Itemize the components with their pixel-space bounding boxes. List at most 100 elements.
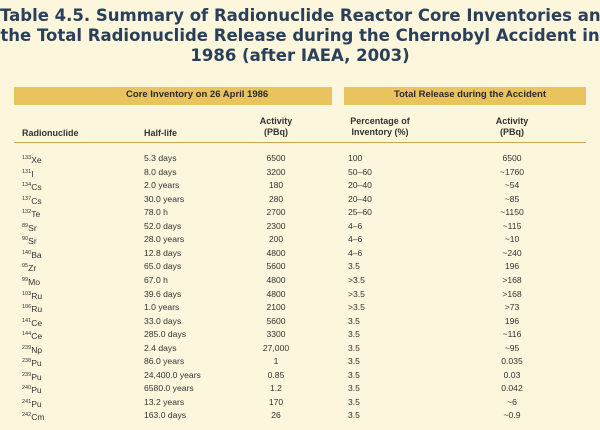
release-cell: ~6 <box>507 396 517 407</box>
release-cell: ~85 <box>504 193 520 204</box>
half-life-cell: 163.0 days <box>144 410 187 421</box>
mass-number: 132 <box>22 209 32 216</box>
col-pct-line1: Percentage of <box>350 116 410 126</box>
element-symbol: Cm <box>31 412 45 423</box>
element-symbol: Sr <box>28 236 37 247</box>
half-life-cell: 285.0 days <box>144 329 187 340</box>
half-life-cell: 13.2 years <box>144 396 185 407</box>
activity-cell: 170 <box>268 396 284 407</box>
percentage-cell: 3.5 <box>348 396 360 407</box>
percentage-cell: 3.5 <box>348 342 360 353</box>
half-life-cell: 2.4 days <box>144 342 177 353</box>
percentage-cell: 100 <box>348 153 363 163</box>
element-symbol: Pu <box>31 385 42 396</box>
element-symbol: Ba <box>31 249 42 260</box>
element-symbol: Pu <box>31 358 42 369</box>
release-cell: 196 <box>504 315 520 326</box>
half-life-cell: 33.0 days <box>144 315 182 326</box>
col-rel-line1: Activity <box>495 116 529 126</box>
col-half-life: Half-life <box>144 128 178 138</box>
radionuclide-cell: 240Pu <box>22 381 82 397</box>
mass-number: 140 <box>22 249 32 256</box>
radionuclide-cell: 140Ba <box>22 246 82 262</box>
percentage-cell: 3.5 <box>348 315 360 326</box>
release-cell: 0.03 <box>503 369 521 380</box>
element-symbol: Ce <box>31 317 43 328</box>
radionuclide-cell: 89Sr <box>22 219 82 235</box>
table-row: 134Cs 2.0 years 180 20–40 ~54 <box>0 178 600 192</box>
activity-cell: 0.85 <box>267 369 285 380</box>
title-line-2: the Total Radionuclide Release during th… <box>0 26 600 45</box>
table-row: 95Zr 65.0 days 5600 3.5 196 <box>0 259 600 273</box>
table-row: 90Sr 28.0 years 200 4–6 ~10 <box>0 232 600 246</box>
release-cell: 0.035 <box>501 356 523 367</box>
release-cell: >168 <box>502 288 522 299</box>
release-cell: 6500 <box>502 153 522 163</box>
group-separator <box>332 87 344 105</box>
activity-cell: 1 <box>273 356 279 367</box>
percentage-cell: 20–40 <box>348 193 372 204</box>
radionuclide-cell: 134Cs <box>22 178 82 194</box>
table-row: 137Cs 30.0 years 280 20–40 ~85 <box>0 192 600 206</box>
col-radionuclide: Radionuclide <box>22 128 79 138</box>
percentage-cell: 3.5 <box>348 369 360 380</box>
table-row: 99Mo 67.0 h 4800 >3.5 >168 <box>0 273 600 287</box>
half-life-cell: 6580.0 years <box>144 383 194 394</box>
table-row: 106Ru 1.0 years 2100 >3.5 >73 <box>0 300 600 314</box>
radionuclide-cell: 239Np <box>22 341 82 357</box>
percentage-cell: >3.5 <box>348 274 365 285</box>
element-symbol: I <box>31 168 34 179</box>
half-life-cell: 78.0 h <box>144 207 168 218</box>
radionuclide-cell: 133Xe <box>22 151 82 167</box>
title-line-1: Table 4.5. Summary of Radionuclide React… <box>0 6 600 25</box>
mass-number: 238 <box>22 358 32 365</box>
table-title: Table 4.5. Summary of Radionuclide React… <box>0 6 600 66</box>
activity-cell: 2700 <box>266 207 286 218</box>
element-symbol: Ru <box>31 290 43 301</box>
header-divider <box>14 142 586 143</box>
activity-cell: 200 <box>268 234 284 245</box>
percentage-cell: 3.5 <box>348 261 360 272</box>
radionuclide-cell: 238Pu <box>22 354 82 370</box>
mass-number: 133 <box>22 155 32 161</box>
element-symbol: Mo <box>28 276 41 287</box>
radionuclide-cell: 132Te <box>22 205 82 221</box>
table-row: 103Ru 39.6 days 4800 >3.5 >168 <box>0 287 600 301</box>
percentage-cell: 3.5 <box>348 383 360 394</box>
mass-number: 144 <box>22 331 32 338</box>
half-life-cell: 24,400.0 years <box>144 369 201 380</box>
activity-cell: 27,000 <box>262 342 290 353</box>
radionuclide-cell: 99Mo <box>22 273 82 289</box>
percentage-cell: 4–6 <box>348 247 363 258</box>
mass-number: 90 <box>22 236 29 243</box>
element-symbol: Sr <box>28 222 37 233</box>
activity-cell: 3200 <box>266 166 286 177</box>
release-cell: ~115 <box>502 220 522 231</box>
half-life-cell: 1.0 years <box>144 302 180 313</box>
activity-cell: 6500 <box>266 153 286 163</box>
mass-number: 103 <box>22 290 32 297</box>
half-life-cell: 39.6 days <box>144 288 182 299</box>
table-row: 141Ce 33.0 days 5600 3.5 196 <box>0 314 600 328</box>
radionuclide-cell: 137Cs <box>22 192 82 208</box>
release-cell: ~1760 <box>499 166 525 177</box>
table-row: 238Pu 86.0 years 1 3.5 0.035 <box>0 354 600 368</box>
col-activity: Activity (PBq) <box>246 116 306 138</box>
radionuclide-cell: 103Ru <box>22 287 82 303</box>
radionuclide-cell: 239Pu <box>22 368 82 384</box>
col-activity-line2: (PBq) <box>264 127 288 137</box>
percentage-cell: 3.5 <box>348 410 360 421</box>
release-cell: ~1150 <box>500 207 524 218</box>
group-core-inventory: Core Inventory on 26 April 1986 <box>126 89 269 100</box>
release-cell: ~0.9 <box>503 410 521 421</box>
mass-number: 95 <box>22 263 29 270</box>
release-cell: ~95 <box>504 342 520 353</box>
percentage-cell: 4–6 <box>348 220 363 231</box>
activity-cell: 26 <box>271 410 281 421</box>
table-row: 89Sr 52.0 days 2300 4–6 ~115 <box>0 219 600 233</box>
activity-cell: 180 <box>268 180 284 191</box>
release-cell: 196 <box>504 261 520 272</box>
group-total-release: Total Release during the Accident <box>394 89 547 100</box>
half-life-cell: 5.3 days <box>144 153 177 163</box>
half-life-cell: 52.0 days <box>144 220 182 231</box>
